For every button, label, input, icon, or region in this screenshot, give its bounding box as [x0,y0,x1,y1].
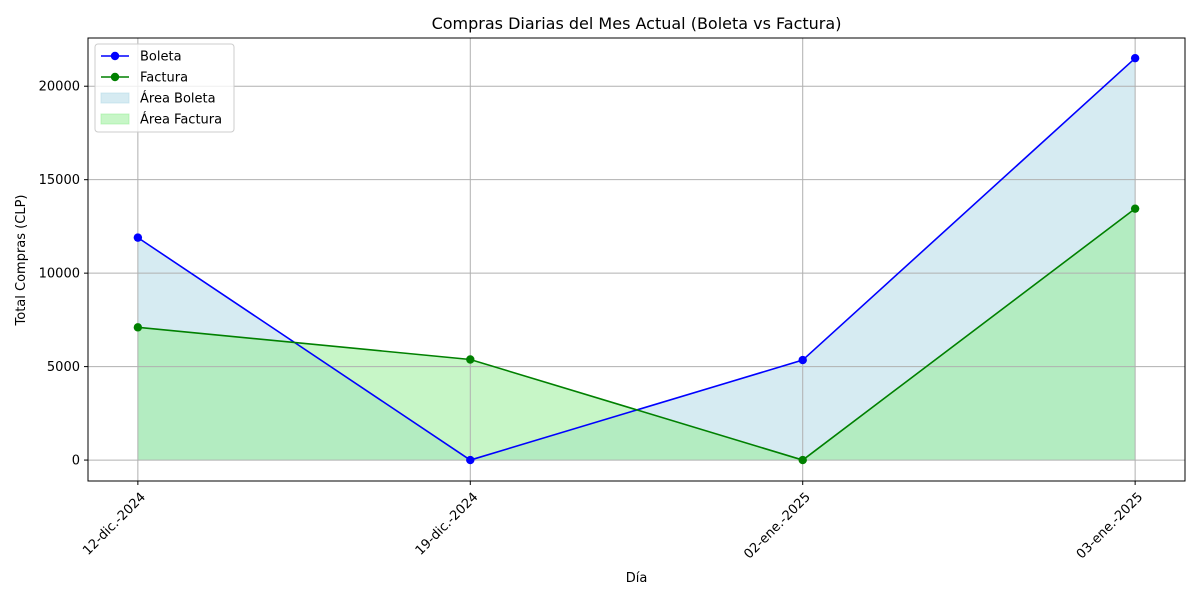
y-axis-label: Total Compras (CLP) [14,195,29,327]
x-tick-label: 12-dic.-2024 [80,490,149,559]
legend-label: Área Factura [140,112,222,128]
data-point-boleta [466,455,475,465]
data-point-boleta [1130,53,1140,63]
legend-swatch-area [100,92,130,104]
y-tick-label: 20000 [39,80,80,95]
legend-marker-boleta [110,51,120,61]
area-boleta [137,58,1136,461]
legend-label: Boleta [140,50,182,65]
series-line-factura [137,208,1136,461]
legend-swatch-area [100,113,130,125]
legend: Boleta Factura Área Boleta Área Factura [94,43,235,133]
data-point-factura [133,323,143,332]
x-tick-label: 03-ene.-2025 [1074,490,1146,562]
y-tick-label: 15000 [39,173,80,188]
legend-box [94,43,235,133]
x-tick-label: 02-ene.-2025 [741,490,813,562]
x-tick-label: 19-dic.-2024 [413,490,482,559]
chart-title: Compras Diarias del Mes Actual (Boleta v… [432,14,842,33]
x-axis-label: Día [626,571,648,586]
data-point-factura [1130,204,1140,213]
legend-label: Factura [140,71,188,86]
y-tick-label: 10000 [39,267,80,282]
data-point-boleta [798,355,807,365]
axes-frame [87,37,1186,482]
legend-label: Área Boleta [140,91,216,107]
data-point-factura [798,455,807,465]
data-point-boleta [133,233,143,242]
y-tick-label: 0 [72,454,80,469]
y-tick-label: 5000 [47,360,80,375]
data-point-factura [466,355,475,364]
legend-marker-factura [110,72,120,82]
